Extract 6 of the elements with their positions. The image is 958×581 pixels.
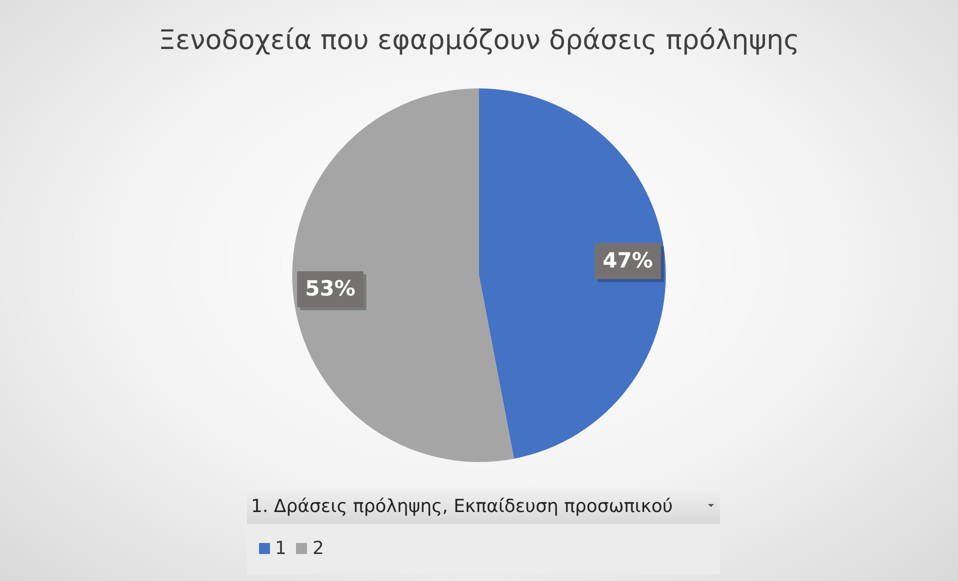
chart-title: Ξενοδοχεία που εφαρμόζουν δράσεις πρόληψης (158, 25, 800, 56)
data-label: 53% (305, 276, 356, 301)
legend-label: 1 (275, 538, 286, 558)
legend-label: 2 (312, 538, 324, 558)
data-label: 47% (602, 248, 653, 273)
legend-title: 1. Δράσεις πρόληψης, Εκπαίδευση προσωπικού (251, 496, 673, 516)
